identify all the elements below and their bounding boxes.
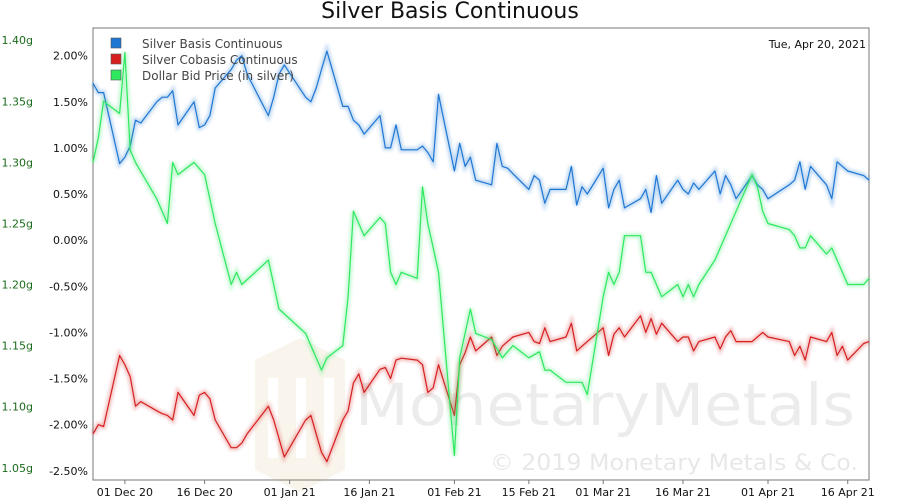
x-tick-label: 16 Apr 21: [821, 486, 875, 499]
legend-label: Dollar Bid Price (in silver): [142, 69, 294, 83]
chart-title: Silver Basis Continuous: [321, 0, 579, 24]
legend: Silver Basis Continuous Silver Cobasis Co…: [110, 37, 298, 83]
series-3: [90, 51, 871, 457]
x-tick-label: 16 Dec 20: [176, 486, 232, 499]
watermark-copyright: © 2019 Monetary Metals & Co.: [490, 451, 858, 476]
y-right-tick-label: -2.50%: [49, 465, 88, 478]
y-right-tick-label: -2.00%: [49, 419, 88, 432]
y-right-tick-label: -0.50%: [49, 280, 88, 293]
watermark-brand: MonetaryMetals: [355, 371, 855, 439]
x-tick-label: 01 Feb 21: [427, 486, 481, 499]
x-tick-label: 15 Feb 21: [502, 486, 556, 499]
y-right-tick-label: 2.00%: [53, 50, 88, 63]
series-line: [92, 51, 870, 457]
watermark: MonetaryMetals © 2019 Monetary Metals & …: [255, 338, 858, 492]
y-right-tick-label: 1.50%: [53, 96, 88, 109]
watermark-logo-icon: [255, 338, 345, 492]
legend-swatch: [110, 69, 122, 81]
x-tick-label: 01 Dec 20: [97, 486, 153, 499]
x-tick-label: 16 Mar 21: [655, 486, 711, 499]
y-left-tick-label: 1.25g: [2, 217, 33, 230]
series-line: [92, 50, 870, 214]
x-tick-label: 16 Jan 21: [343, 486, 395, 499]
y-right-tick-label: -1.50%: [49, 373, 88, 386]
legend-swatch: [110, 37, 122, 49]
date-label: Tue, Apr 20, 2021: [768, 38, 866, 51]
y-left-tick-label: 1.40g: [2, 34, 33, 47]
y-right-tick-label: 1.00%: [53, 142, 88, 155]
x-tick-label: 01 Mar 21: [575, 486, 631, 499]
y-left-tick-label: 1.05g: [2, 462, 33, 475]
series-1: [90, 42, 871, 214]
y-left-tick-label: 1.15g: [2, 340, 33, 353]
legend-label: Silver Cobasis Continuous: [142, 53, 298, 67]
x-tick-label: 01 Jan 21: [264, 486, 316, 499]
y-right-tick-label: 0.50%: [53, 188, 88, 201]
y-left-tick-label: 1.35g: [2, 95, 33, 108]
legend-swatch: [110, 53, 122, 65]
legend-label: Silver Basis Continuous: [142, 37, 283, 51]
series-line: [92, 315, 870, 463]
y-left-tick-label: 1.10g: [2, 401, 33, 414]
y-right-tick-label: 0.00%: [53, 234, 88, 247]
y-right-tick-label: -1.00%: [49, 326, 88, 339]
x-tick-label: 01 Apr 21: [741, 486, 795, 499]
y-left-tick-label: 1.30g: [2, 156, 33, 169]
y-left-tick-label: 1.20g: [2, 279, 33, 292]
series-2: [90, 310, 870, 468]
